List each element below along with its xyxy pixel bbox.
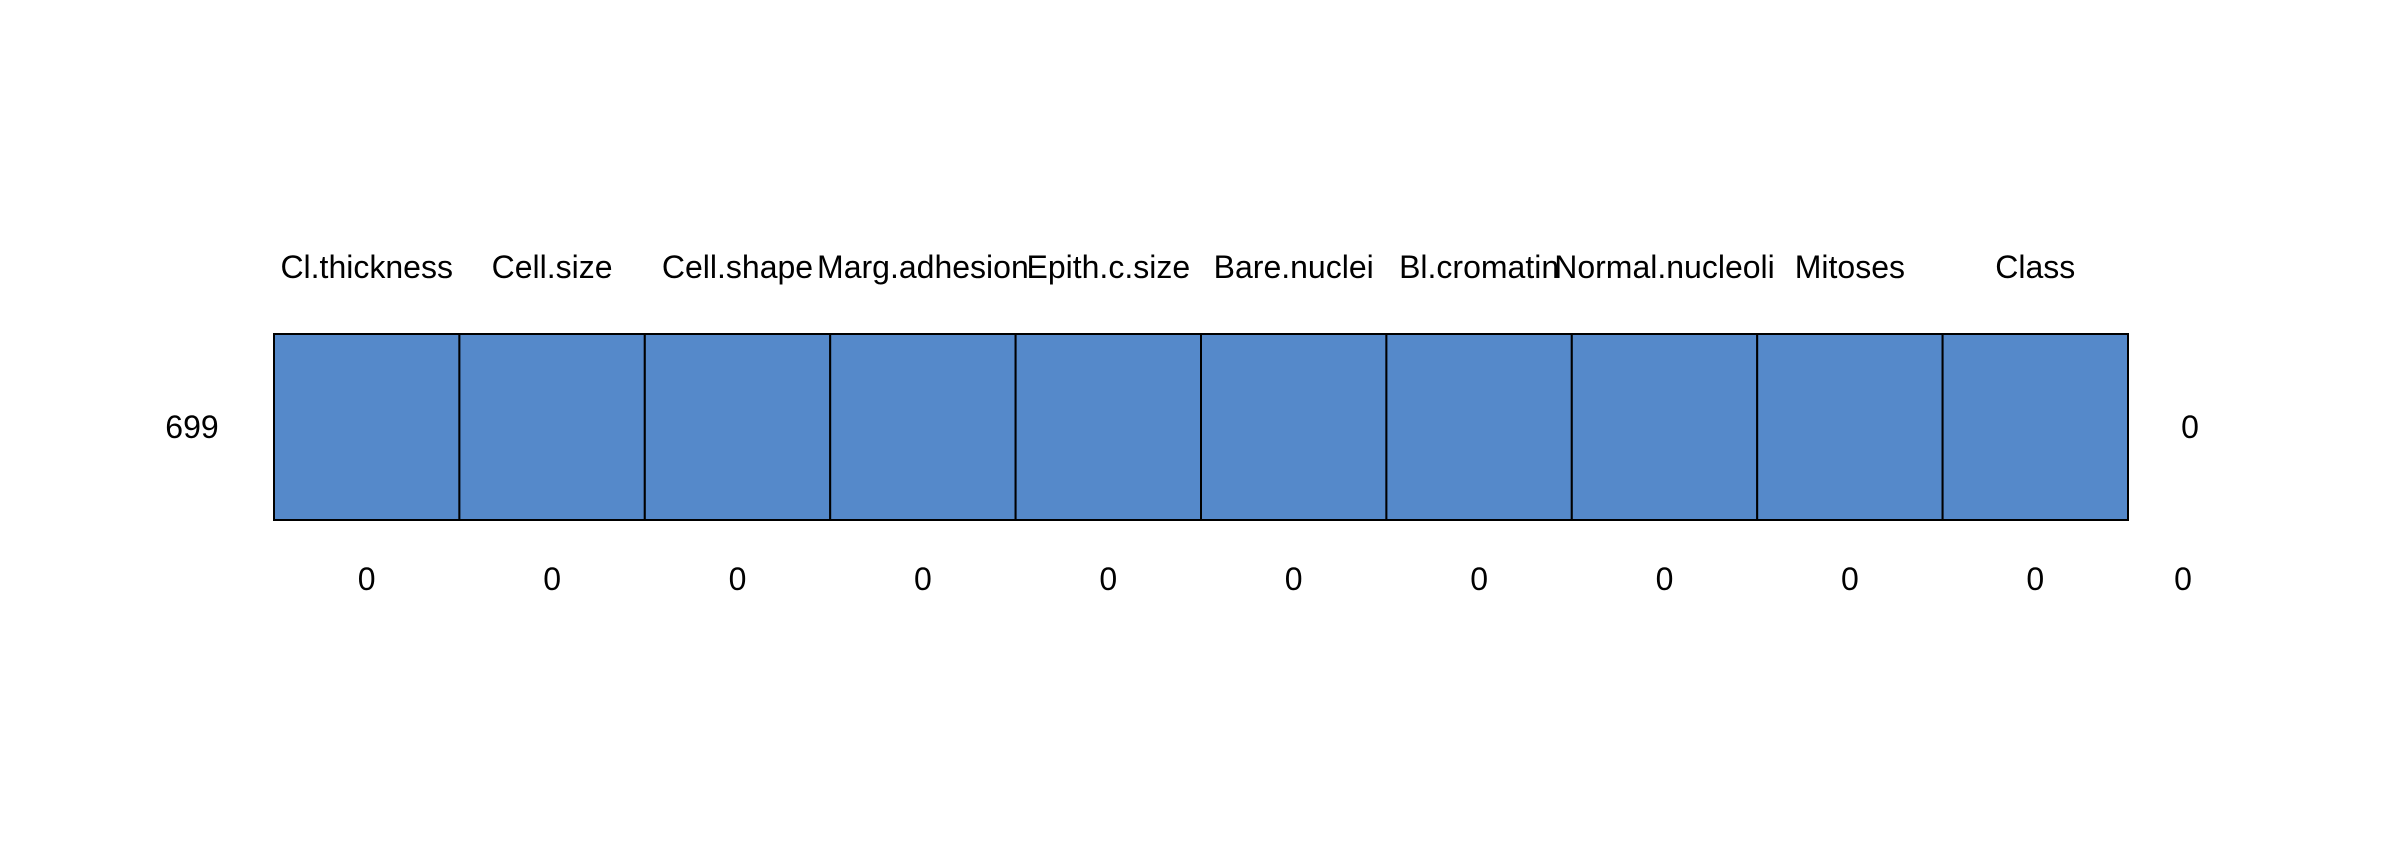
column-label: Epith.c.size (1026, 249, 1190, 285)
column-labels: Cl.thickness Cell.size Cell.shape Marg.adhe… (280, 249, 2075, 285)
column-missing-count: 0 (1470, 561, 1488, 597)
column-label: Marg.adhesion (817, 249, 1029, 285)
row-count-label: 699 (165, 409, 218, 445)
pattern-cell (1385, 333, 1573, 521)
column-label: Normal.nucleoli (1554, 249, 1775, 285)
pattern-cell (1200, 333, 1388, 521)
column-missing-count: 0 (1285, 561, 1303, 597)
column-label: Cell.size (492, 249, 613, 285)
column-label: Cl.thickness (280, 249, 453, 285)
pattern-cell (1756, 333, 1944, 521)
column-missing-count: 0 (358, 561, 376, 597)
column-missing-count: 0 (1656, 561, 1674, 597)
pattern-cell (1014, 333, 1202, 521)
column-missing-count: 0 (543, 561, 561, 597)
column-missing-count: 0 (1841, 561, 1859, 597)
pattern-cell (1570, 333, 1759, 521)
row-labels: 699 0 (165, 409, 2199, 445)
pattern-cell (273, 333, 461, 521)
column-label: Cell.shape (662, 249, 813, 285)
pattern-cell (1941, 333, 2129, 521)
column-label: Bare.nuclei (1214, 249, 1374, 285)
pattern-cell (643, 333, 832, 521)
column-missing-count: 0 (2026, 561, 2044, 597)
pattern-cell (829, 333, 1017, 521)
column-missing-count: 0 (729, 561, 747, 597)
total-missing-count: 0 (2174, 561, 2192, 597)
column-label: Class (1995, 249, 2075, 285)
pattern-cells (273, 333, 2129, 521)
column-label: Mitoses (1795, 249, 1905, 285)
pattern-cell (458, 333, 646, 521)
column-label: Bl.cromatin (1399, 249, 1559, 285)
column-missing-counts: 0 0 0 0 0 0 0 0 0 0 0 (358, 561, 2192, 597)
column-missing-count: 0 (1099, 561, 1117, 597)
row-missing-count: 0 (2181, 409, 2199, 445)
column-missing-count: 0 (914, 561, 932, 597)
